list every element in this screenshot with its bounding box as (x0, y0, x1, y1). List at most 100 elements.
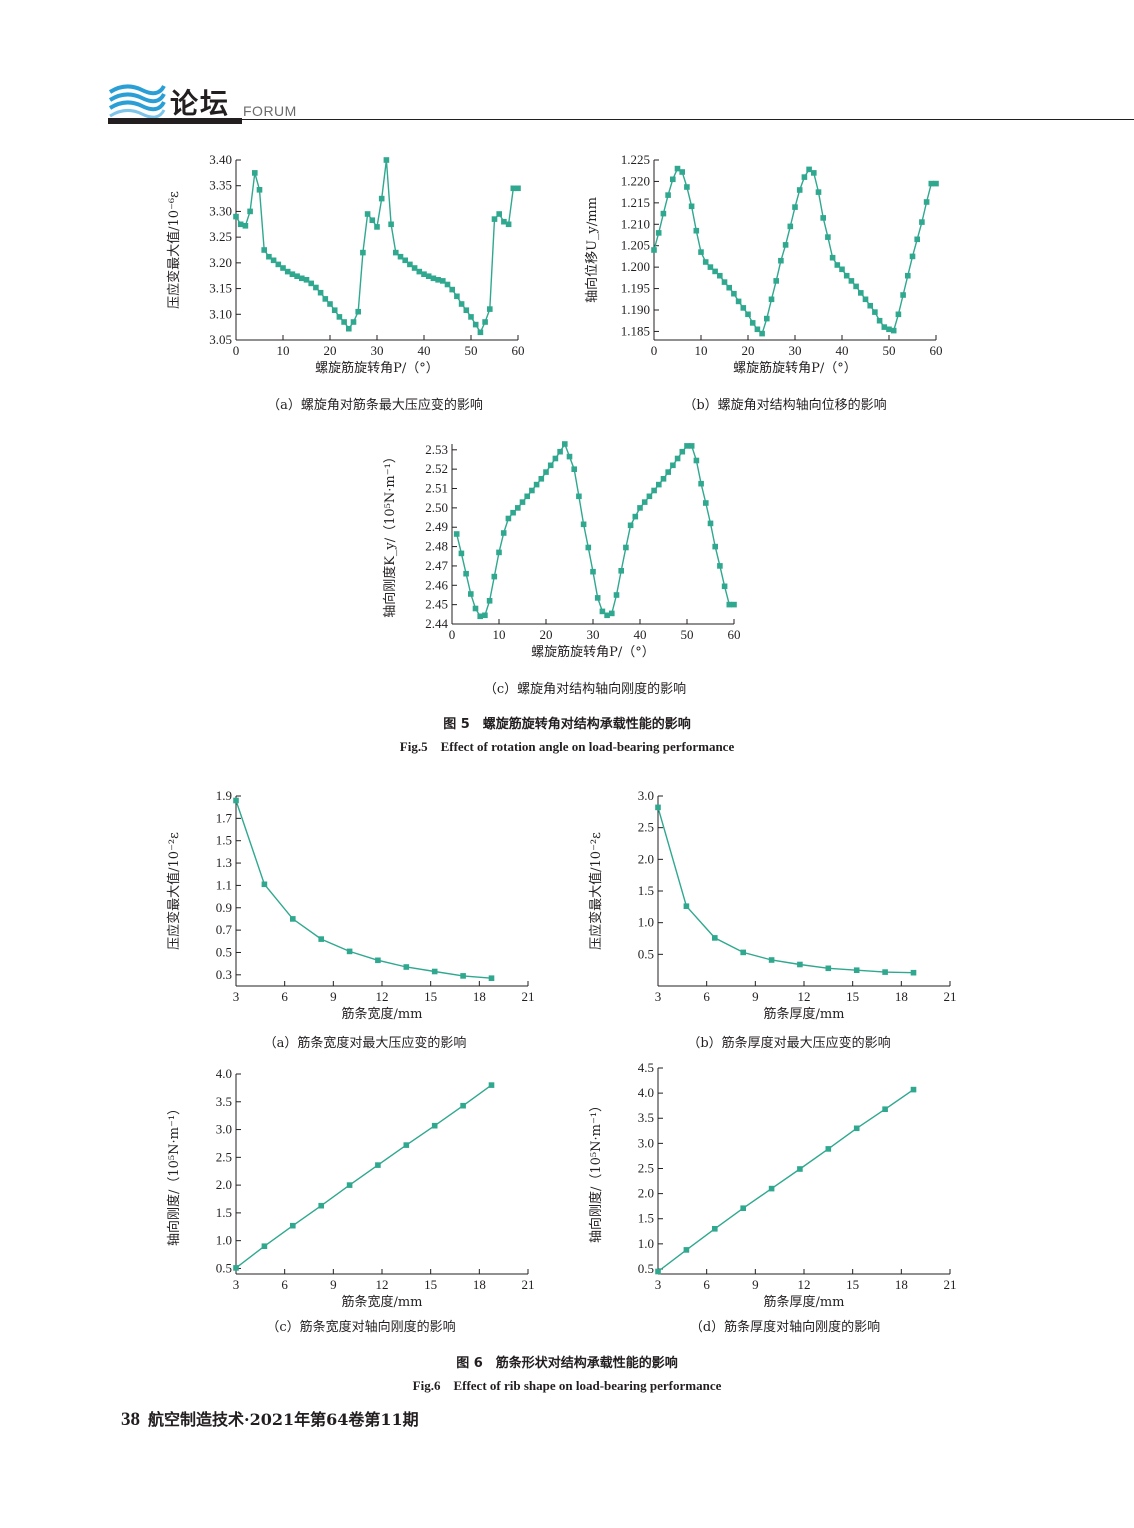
data-point (431, 1122, 438, 1129)
y-tick-label: 1.215 (621, 195, 650, 210)
y-tick-label: 3.0 (638, 1135, 654, 1150)
data-point (519, 499, 526, 505)
y-tick-label: 2.0 (638, 851, 654, 866)
data-point (632, 513, 639, 520)
data-point (623, 544, 629, 551)
data-point (327, 301, 333, 307)
data-point (637, 505, 643, 511)
data-point (853, 1125, 860, 1132)
data-point (346, 325, 352, 332)
data-point (655, 804, 661, 811)
x-tick-label: 6 (281, 1277, 288, 1292)
x-tick-label: 15 (846, 1277, 859, 1292)
data-point (683, 903, 690, 909)
data-point (660, 476, 667, 482)
y-tick-label: 0.9 (216, 900, 232, 915)
x-tick-label: 21 (522, 1277, 535, 1292)
y-tick-label: 3.15 (209, 281, 232, 296)
data-point (910, 969, 917, 976)
x-tick-label: 12 (376, 1277, 389, 1292)
y-axis-label: 压应变最大值/10⁻²ε (588, 832, 604, 950)
data-point (792, 204, 798, 210)
x-axis-label: 筋条厚度/mm (763, 1294, 844, 1310)
data-point (731, 601, 737, 608)
y-tick-label: 3.30 (209, 203, 232, 218)
y-tick-label: 1.225 (621, 152, 650, 167)
data-point (393, 249, 399, 256)
data-point (290, 916, 296, 922)
data-point (674, 455, 681, 462)
data-point (346, 948, 353, 955)
x-tick-label: 9 (752, 989, 759, 1004)
data-point (627, 522, 634, 529)
data-point (590, 568, 596, 575)
data-point (933, 180, 939, 187)
data-point (303, 277, 310, 283)
data-point (430, 275, 437, 282)
data-point (571, 466, 577, 472)
y-tick-label: 3.05 (209, 332, 232, 347)
data-point (796, 187, 803, 193)
y-tick-label: 1.0 (216, 1233, 232, 1248)
y-axis-label: 压应变最大值/10⁻²ε (166, 832, 182, 950)
y-tick-label: 2.48 (425, 539, 448, 554)
x-tick-label: 12 (798, 1277, 811, 1292)
chart-fig6d: 0.5 1.0 1.5 2.0 2.5 3.0 3.5 4.0 4.5 3 6 9 12 15 18 21 筋条… (572, 1058, 962, 1314)
data-point (454, 293, 460, 300)
data-point (533, 481, 540, 488)
data-point (488, 1082, 495, 1088)
x-axis-label: 筋条厚度/mm (763, 1006, 844, 1022)
y-tick-label: 1.200 (621, 259, 650, 274)
y-tick-label: 1.205 (621, 238, 650, 253)
data-point (726, 284, 732, 291)
data-point (651, 247, 657, 253)
data-point (515, 185, 521, 192)
x-tick-label: 40 (634, 627, 647, 642)
data-point (562, 441, 568, 447)
data-point (811, 170, 817, 176)
y-axis-label: 轴向刚度/（10⁵N·m⁻¹） (588, 1099, 604, 1243)
data-point (895, 311, 902, 318)
data-point (797, 1166, 803, 1172)
data-point (360, 249, 366, 256)
data-point (346, 1182, 353, 1188)
data-point (369, 217, 376, 223)
y-tick-label: 1.7 (216, 810, 233, 825)
data-point (688, 203, 695, 210)
data-point (402, 257, 408, 264)
data-point (421, 271, 427, 277)
caption-fig6b: （b）筋条厚度对最大压应变的影响 (687, 1036, 891, 1051)
y-tick-label: 1.0 (638, 1236, 654, 1251)
data-point (322, 296, 329, 302)
data-point (472, 321, 479, 328)
data-point (477, 613, 483, 620)
x-tick-label: 18 (895, 1277, 908, 1292)
data-point (261, 1243, 268, 1249)
data-point (707, 264, 714, 270)
data-point (289, 271, 296, 277)
data-point (717, 563, 723, 569)
y-tick-label: 4.5 (638, 1060, 654, 1075)
data-point (679, 448, 686, 455)
data-point (665, 469, 671, 475)
series-line (456, 442, 734, 618)
data-point (261, 881, 268, 888)
data-point (233, 1265, 239, 1271)
data-point (890, 327, 897, 334)
x-tick-label: 3 (233, 1277, 240, 1292)
data-point (440, 278, 446, 284)
x-tick-label: 3 (233, 989, 240, 1004)
y-tick-label: 2.51 (425, 481, 448, 496)
x-tick-label: 20 (540, 627, 553, 642)
caption-fig6d: （d）筋条厚度对轴向刚度的影响 (689, 1320, 881, 1335)
data-point (505, 221, 512, 228)
y-tick-label: 1.190 (621, 302, 650, 317)
data-point (364, 211, 371, 217)
data-point (458, 550, 465, 557)
page-number: 38 (121, 1409, 140, 1430)
x-tick-label: 30 (371, 343, 384, 358)
y-tick-label: 1.5 (638, 883, 654, 898)
x-tick-label: 0 (233, 343, 240, 358)
data-point (679, 169, 685, 175)
data-point (604, 612, 610, 619)
